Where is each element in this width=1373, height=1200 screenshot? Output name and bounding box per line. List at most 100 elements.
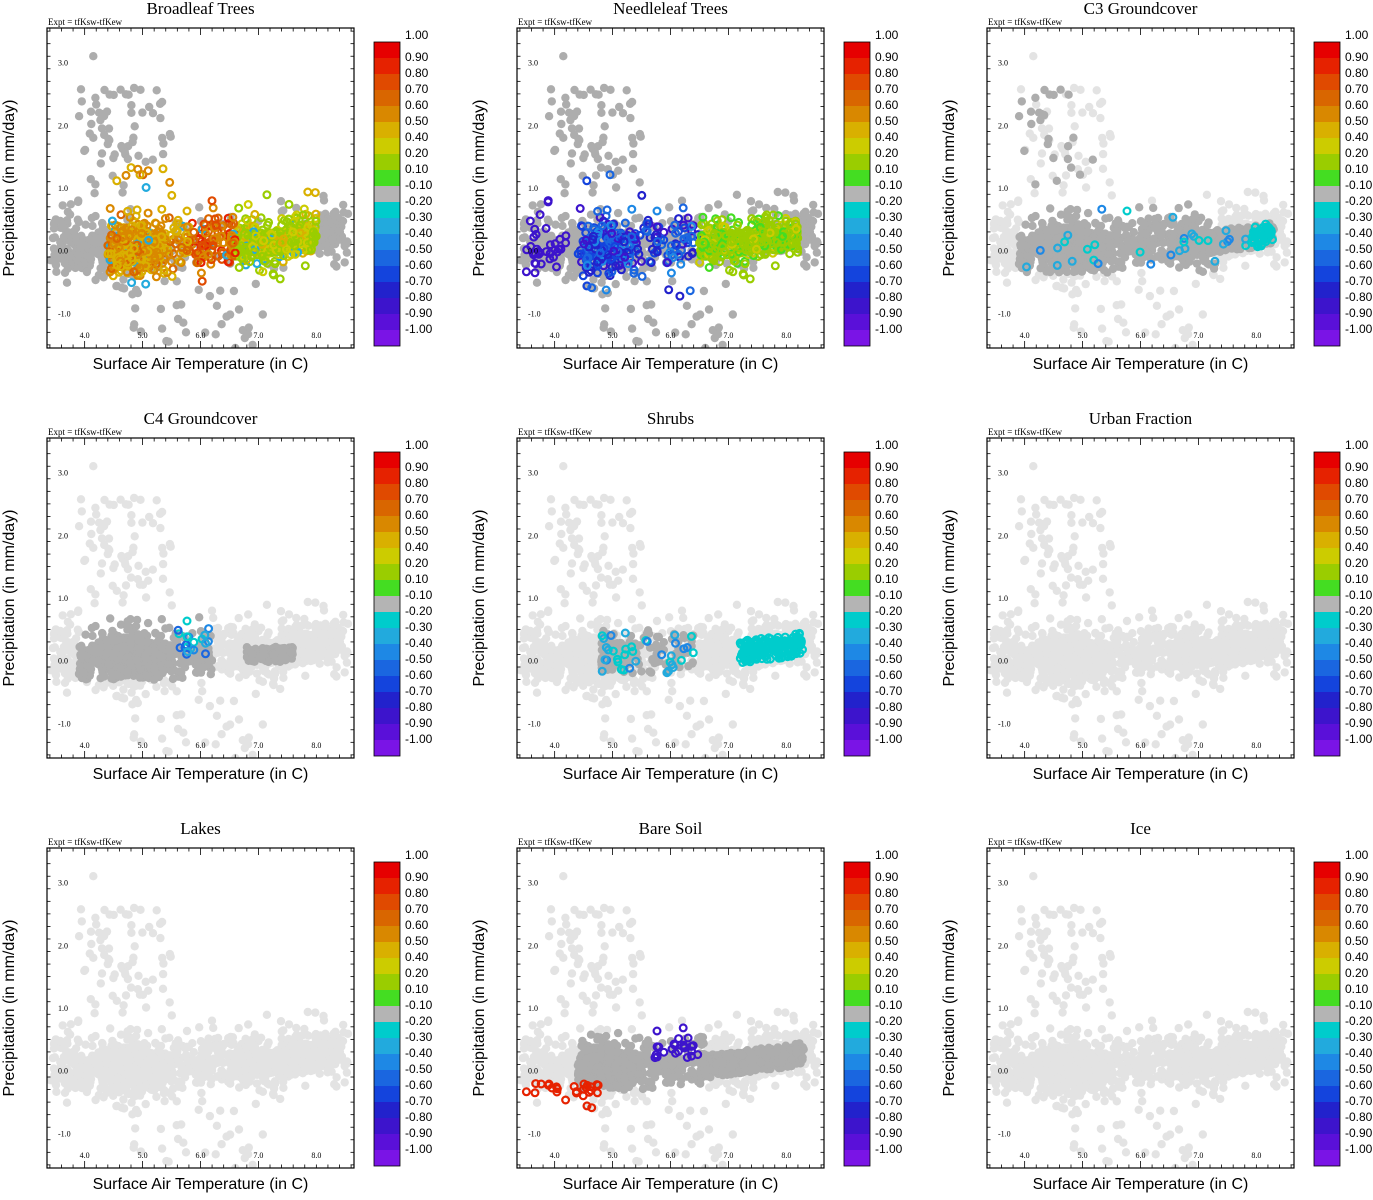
scatter-point-colored	[299, 227, 309, 237]
scatter-point	[520, 233, 530, 242]
scatter-point	[601, 304, 610, 313]
scatter-point	[1076, 221, 1086, 230]
scatter-point-colored	[240, 245, 250, 255]
scatter-point-colored	[729, 236, 739, 246]
scatter-point	[1052, 281, 1061, 291]
colorbar-swatch	[374, 90, 400, 106]
scatter-point	[1022, 241, 1031, 250]
colorbar-frame	[373, 41, 401, 347]
scatter-point	[1074, 151, 1083, 160]
scatter-point	[97, 124, 107, 133]
scatter-point	[1056, 210, 1066, 219]
scatter-point	[100, 85, 109, 95]
scatter-point	[627, 324, 637, 333]
colorbar-label: 0.70	[875, 82, 899, 96]
scatter-point	[563, 246, 573, 256]
scatter-point	[1076, 327, 1086, 336]
scatter-point-colored	[123, 206, 133, 216]
scatter-point	[809, 200, 818, 210]
scatter-point-colored	[642, 219, 652, 229]
scatter-point	[1151, 221, 1161, 230]
colorbar-swatch	[844, 218, 870, 234]
scatter-point	[566, 115, 575, 125]
scatter-point-colored	[135, 263, 145, 273]
colorbar-label: -0.90	[875, 306, 903, 320]
colorbar-swatch	[374, 170, 400, 186]
scatter-point	[74, 112, 84, 121]
scatter-point	[96, 115, 105, 125]
scatter-point	[1044, 249, 1053, 258]
scatter-point	[1036, 264, 1045, 273]
scatter-point	[56, 242, 65, 251]
scatter-point	[119, 275, 128, 284]
scatter-point	[989, 244, 999, 253]
scatter-point-colored	[668, 253, 678, 263]
scatter-point-colored	[164, 213, 174, 223]
scatter-point	[1101, 214, 1110, 223]
scatter-point	[1083, 227, 1092, 237]
scatter-point	[96, 264, 105, 273]
colorbar-label: -0.40	[405, 226, 433, 240]
scatter-point	[1092, 86, 1101, 95]
scatter-point	[66, 200, 76, 209]
scatter-point	[89, 133, 98, 142]
scatter-point-colored	[770, 261, 780, 271]
scatter-point	[572, 239, 581, 248]
scatter-point	[1069, 267, 1079, 277]
scatter-point-colored	[721, 231, 731, 241]
scatter-point	[1009, 227, 1019, 236]
scatter-point	[322, 228, 331, 237]
scatter-point-colored	[228, 212, 238, 222]
scatter-point	[589, 181, 598, 190]
scatter-point-colored	[615, 260, 625, 270]
colorbar-label: 0.60	[875, 98, 899, 112]
colorbar: 1.000.900.800.700.600.500.400.200.10-0.1…	[373, 28, 433, 347]
scatter-point	[746, 197, 756, 206]
scatter-point-colored	[620, 218, 630, 228]
scatter-point-colored	[602, 205, 612, 215]
scatter-point-colored	[610, 241, 620, 251]
scatter-point	[1100, 276, 1109, 286]
scatter-point-colored	[526, 241, 536, 251]
scatter-point	[1104, 250, 1114, 259]
scatter-point	[1071, 304, 1080, 313]
scatter-point	[1064, 90, 1073, 99]
colorbar-label: 0.90	[875, 50, 899, 64]
scatter-point	[1072, 205, 1082, 215]
scatter-point	[626, 304, 636, 314]
scatter-point-colored	[582, 260, 592, 270]
scatter-point-colored	[127, 278, 137, 288]
y-axis-label: Precipitation (in mm/day)	[471, 100, 488, 277]
scatter-point	[1020, 146, 1029, 156]
scatter-point	[319, 196, 329, 205]
colorbar-label: 0.80	[405, 66, 429, 80]
scatter-point	[1178, 254, 1187, 263]
colorbar-swatch	[374, 202, 400, 218]
scatter-point	[216, 286, 225, 295]
colorbar-label: 0.80	[875, 66, 899, 80]
scatter-point-colored	[183, 237, 193, 247]
scatter-point	[89, 52, 98, 61]
colorbar-swatch	[844, 122, 870, 138]
scatter-point-colored	[556, 244, 566, 254]
scatter-point	[714, 200, 723, 209]
scatter-point	[561, 93, 570, 103]
scatter-point	[732, 190, 742, 199]
scatter-point	[1151, 330, 1160, 339]
scatter-point	[671, 328, 680, 337]
scatter-point-colored	[1187, 229, 1197, 239]
scatter-point	[1152, 252, 1162, 261]
scatter-point-colored	[290, 249, 300, 259]
scatter-point	[166, 132, 175, 141]
colorbar-label: -0.60	[405, 258, 433, 272]
y-tick-label: 1.0	[528, 184, 538, 193]
scatter-point	[560, 189, 569, 198]
scatter-point	[51, 215, 60, 224]
scatter-point-colored	[157, 232, 167, 242]
scatter-point-colored	[739, 270, 749, 280]
scatter-point	[130, 122, 139, 131]
scatter-point	[116, 85, 125, 94]
scatter-point	[1058, 188, 1067, 197]
scatter-point	[1044, 124, 1054, 133]
scatter-point	[586, 85, 595, 94]
